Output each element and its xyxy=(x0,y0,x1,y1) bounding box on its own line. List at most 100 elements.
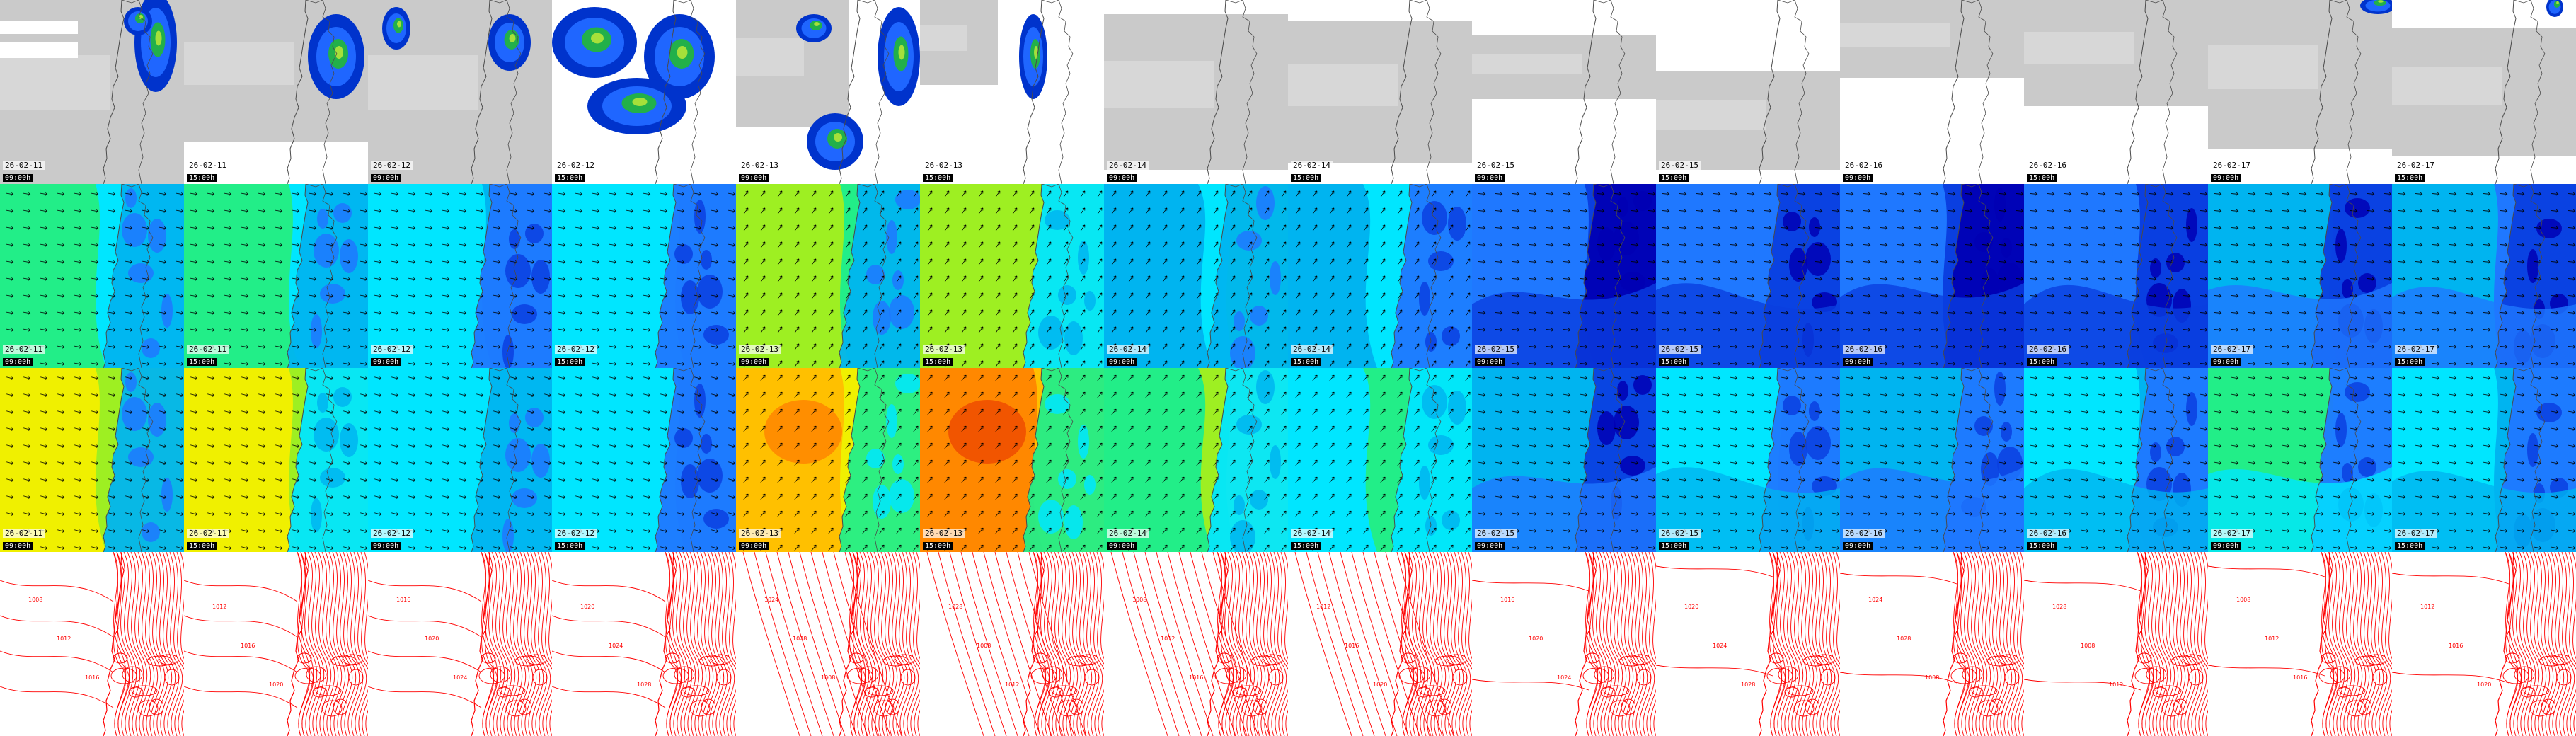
wind-arrow xyxy=(1179,309,1185,316)
wind-arrow xyxy=(2432,226,2440,230)
map-tile-wind-gust[interactable]: 26-02-11 09:00h xyxy=(0,368,184,552)
map-tile-sea-level-pressure[interactable]: 1008 1012 1016 xyxy=(2208,552,2392,736)
map-tile-wind-gust[interactable]: 26-02-15 09:00h xyxy=(1472,368,1656,552)
map-tile-sea-level-pressure[interactable]: 1012 1016 1020 xyxy=(2392,552,2576,736)
map-tile-precipitation[interactable]: 26-02-11 09:00h xyxy=(0,0,184,184)
wind-arrow xyxy=(2367,192,2375,196)
map-tile-wind-gust[interactable]: 26-02-11 15:00h xyxy=(184,368,368,552)
border-line xyxy=(305,368,338,552)
wind-arrow xyxy=(2333,393,2341,397)
wind-arrow xyxy=(1965,410,1973,414)
map-tile-wind-gust[interactable]: 26-02-17 15:00h xyxy=(2392,368,2576,552)
map-tile-wind-speed-10m[interactable]: 26-02-11 09:00h xyxy=(0,184,184,368)
map-tile-sea-level-pressure[interactable]: 1012 1016 1020 xyxy=(184,552,368,736)
wind-arrow xyxy=(1982,209,1990,213)
map-tile-wind-speed-10m[interactable]: 26-02-12 15:00h xyxy=(552,184,736,368)
map-tile-wind-speed-10m[interactable]: 26-02-11 15:00h xyxy=(184,184,368,368)
wind-arrow xyxy=(1380,309,1386,316)
wind-arrow xyxy=(1264,224,1270,231)
map-tile-wind-gust[interactable]: 26-02-16 09:00h xyxy=(1840,368,2024,552)
map-tile-sea-level-pressure[interactable]: 1024 1028 1008 xyxy=(736,552,920,736)
map-tile-precipitation[interactable]: 26-02-13 09:00h xyxy=(736,0,920,184)
map-tile-wind-speed-10m[interactable]: 26-02-16 09:00h xyxy=(1840,184,2024,368)
wind-arrow xyxy=(2500,393,2508,397)
wind-arrow xyxy=(125,209,133,213)
map-tile-wind-speed-10m[interactable]: 26-02-16 15:00h xyxy=(2024,184,2208,368)
map-tile-wind-speed-10m[interactable]: 26-02-17 15:00h xyxy=(2392,184,2576,368)
map-tile-wind-gust[interactable]: 26-02-14 15:00h xyxy=(1288,368,1472,552)
wind-arrow xyxy=(2115,478,2123,482)
wind-arrow xyxy=(1880,427,1888,431)
wind-arrow xyxy=(1363,374,1369,381)
wind-arrow xyxy=(978,408,984,415)
map-tile-wind-gust[interactable]: 26-02-13 15:00h xyxy=(920,368,1104,552)
map-tile-wind-gust[interactable]: 26-02-13 09:00h xyxy=(736,368,920,552)
wind-arrow xyxy=(677,393,685,397)
wind-arrow xyxy=(1529,461,1537,465)
map-tile-wind-gust[interactable]: 26-02-12 09:00h xyxy=(368,368,552,552)
map-tile-wind-gust[interactable]: 26-02-17 09:00h xyxy=(2208,368,2392,552)
map-tile-wind-speed-10m[interactable]: 26-02-15 09:00h xyxy=(1472,184,1656,368)
wind-arrow xyxy=(2384,328,2392,332)
wind-arrow xyxy=(1397,343,1403,350)
map-tile-wind-speed-10m[interactable]: 26-02-15 15:00h xyxy=(1656,184,1840,368)
map-tile-precipitation[interactable]: 26-02-16 15:00h xyxy=(2024,0,2208,184)
isobar xyxy=(184,650,298,673)
map-tile-sea-level-pressure[interactable]: 1020 1024 1028 xyxy=(1656,552,1840,736)
wind-arrow xyxy=(1264,493,1270,500)
map-tile-precipitation[interactable]: 26-02-17 09:00h xyxy=(2208,0,2392,184)
wind-arrow xyxy=(2316,294,2324,298)
map-tile-sea-level-pressure[interactable]: 1028 1008 1012 xyxy=(920,552,1104,736)
map-tile-precipitation[interactable]: 26-02-12 15:00h xyxy=(552,0,736,184)
map-tile-wind-gust[interactable]: 26-02-16 15:00h xyxy=(2024,368,2208,552)
map-tile-precipitation[interactable]: 26-02-14 15:00h xyxy=(1288,0,1472,184)
wind-arrow xyxy=(391,461,399,465)
map-tile-sea-level-pressure[interactable]: 1012 1016 1020 xyxy=(1288,552,1472,736)
wind-arrow xyxy=(2149,209,2157,213)
map-tile-precipitation[interactable]: 26-02-12 09:00h xyxy=(368,0,552,184)
wind-arrow xyxy=(2200,512,2208,516)
map-tile-sea-level-pressure[interactable]: 1008 1012 1016 xyxy=(1104,552,1288,736)
map-tile-sea-level-pressure[interactable]: 1024 1028 1008 xyxy=(1840,552,2024,736)
map-tile-sea-level-pressure[interactable]: 1016 1020 1024 xyxy=(368,552,552,736)
map-tile-sea-level-pressure[interactable]: 1020 1024 1028 xyxy=(552,552,736,736)
field-blotch xyxy=(1256,370,1275,404)
wind-arrow xyxy=(643,427,651,431)
map-tile-wind-speed-10m[interactable]: 26-02-14 09:00h xyxy=(1104,184,1288,368)
wind-arrow xyxy=(728,226,736,230)
wind-arrow xyxy=(2432,444,2440,448)
map-tile-precipitation[interactable]: 26-02-15 15:00h xyxy=(1656,0,1840,184)
wind-arrow xyxy=(2551,277,2559,281)
map-tile-wind-gust[interactable]: 26-02-14 09:00h xyxy=(1104,368,1288,552)
wind-arrow xyxy=(1230,224,1236,231)
map-tile-wind-speed-10m[interactable]: 26-02-12 09:00h xyxy=(368,184,552,368)
map-tile-wind-gust[interactable]: 26-02-15 15:00h xyxy=(1656,368,1840,552)
wind-arrow xyxy=(1179,190,1185,197)
map-tile-precipitation[interactable]: 26-02-13 15:00h xyxy=(920,0,1104,184)
map-tile-wind-speed-10m[interactable]: 26-02-13 09:00h xyxy=(736,184,920,368)
wind-arrow xyxy=(1815,393,1823,397)
map-tile-precipitation[interactable]: 26-02-11 15:00h xyxy=(184,0,368,184)
map-tile-precipitation[interactable]: 26-02-17 15:00h xyxy=(2392,0,2576,184)
map-tile-sea-level-pressure[interactable]: 1016 1020 1024 xyxy=(1472,552,1656,736)
wind-arrow xyxy=(2333,277,2341,281)
isobar xyxy=(481,552,495,736)
map-tile-wind-speed-10m[interactable]: 26-02-14 15:00h xyxy=(1288,184,1472,368)
map-tile-wind-gust[interactable]: 26-02-12 15:00h xyxy=(552,368,736,552)
map-tile-sea-level-pressure[interactable]: 1028 1008 1012 xyxy=(2024,552,2208,736)
map-tile-wind-speed-10m[interactable]: 26-02-13 15:00h xyxy=(920,184,1104,368)
isobar-label: 1020 xyxy=(1373,682,1387,688)
wind-arrow xyxy=(1832,529,1840,533)
map-tile-sea-level-pressure[interactable]: 1008 1012 1016 xyxy=(0,552,184,736)
map-tile-wind-speed-10m[interactable]: 26-02-17 09:00h xyxy=(2208,184,2392,368)
isobar xyxy=(1776,552,1790,736)
wind-arrow xyxy=(40,461,48,465)
map-tile-precipitation[interactable]: 26-02-14 09:00h xyxy=(1104,0,1288,184)
map-tile-precipitation[interactable]: 26-02-15 09:00h xyxy=(1472,0,1656,184)
wind-arrow xyxy=(408,461,416,465)
wind-arrow xyxy=(275,376,283,380)
wind-arrow xyxy=(1281,425,1287,432)
map-tile-precipitation[interactable]: 26-02-16 09:00h xyxy=(1840,0,2024,184)
wind-arrow xyxy=(91,461,99,465)
wind-arrow xyxy=(677,495,685,499)
